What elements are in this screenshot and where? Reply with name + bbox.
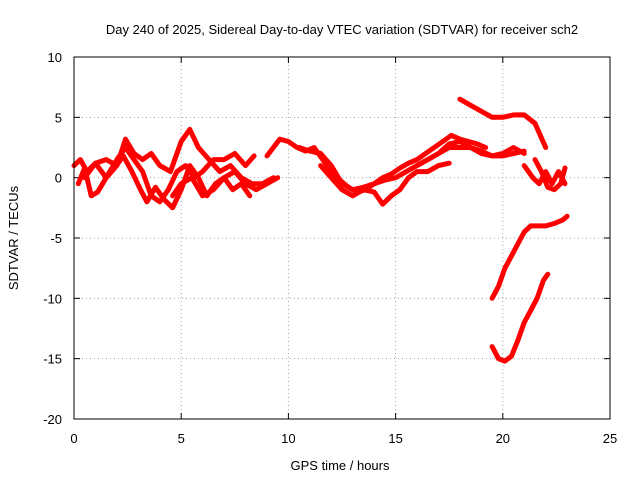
series-line-s4 [170,169,281,199]
axis-tick-labels: 0 5 10 15 20 25 -20 -15 -10 -5 0 5 10 [43,50,617,446]
x-tick-label: 10 [281,431,295,446]
series-line-s10 [521,163,568,187]
series-line-s3 [82,126,276,187]
series-line-s1 [71,145,257,205]
x-tick-label: 25 [603,431,617,446]
y-tick-label: -15 [43,352,62,367]
series-line-s8 [414,145,527,169]
y-tick-label: 5 [55,110,62,125]
series-line-s12 [489,213,570,301]
series-line-s2 [75,153,253,211]
y-tick-label: -20 [43,412,62,427]
y-tick-label: -10 [43,291,62,306]
chart-title: Day 240 of 2025, Sidereal Day-to-day VTE… [106,22,578,37]
x-tick-label: 0 [70,431,77,446]
series-line-s11 [532,157,568,193]
y-tick-label: -5 [50,231,62,246]
y-tick-label: 0 [55,171,62,186]
y-axis-label: SDTVAR / TECUs [6,185,21,290]
x-tick-label: 15 [388,431,402,446]
gridlines [74,57,610,419]
plot-frame [73,56,611,420]
series-line-s7 [318,160,452,207]
series-line-s13 [489,271,551,364]
x-tick-label: 20 [496,431,510,446]
y-tick-label: 10 [48,50,62,65]
series-line-s9 [457,96,549,150]
x-axis-label: GPS time / hours [291,458,390,473]
data-series [71,96,570,364]
x-tick-label: 5 [178,431,185,446]
